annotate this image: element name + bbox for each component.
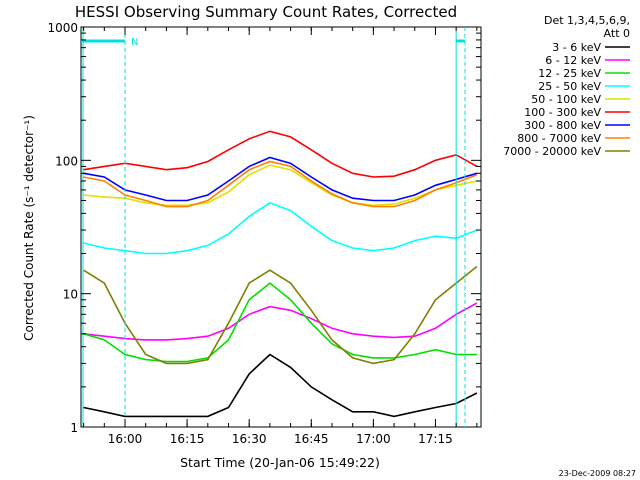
series-line-2 [83,302,478,341]
y-axis-label: Corrected Count Rate (s⁻¹ detector⁻¹) [22,115,36,341]
series-line-6 [83,130,478,178]
x-tick-label-3: 16:30 [232,432,267,446]
legend-label-4: 25 - 50 keV [538,80,601,93]
plot-frame [80,26,482,428]
series-line-8 [83,160,478,208]
legend-label-5: 50 - 100 keV [531,93,601,106]
legend-header-line-2: Att 0 [604,27,630,40]
y-tick-label-4: 1000 [47,21,78,35]
footer-date: 23-Dec-2009 08:27 [559,469,636,478]
legend-label-9: 7000 - 20000 keV [503,145,601,158]
chart-title: HESSI Observing Summary Count Rates, Cor… [75,3,457,21]
legend-label-3: 12 - 25 keV [538,67,601,80]
series-line-7 [83,156,478,202]
x-tick-label-1: 16:00 [108,432,143,446]
series-line-4 [83,201,478,255]
legend-label-2: 6 - 12 keV [545,54,601,67]
legend-label-7: 300 - 800 keV [524,119,601,132]
legend-label-8: 800 - 7000 keV [517,132,601,145]
x-axis-label: Start Time (20-Jan-06 15:49:22) [180,455,380,470]
saa-marker-label: N [131,37,138,48]
series-line-1 [83,353,478,418]
x-tick-label-5: 17:00 [356,432,391,446]
legend-header-line-1: Det 1,3,4,5,6,9, [544,14,630,27]
x-tick-label-4: 16:45 [294,432,329,446]
y-tick-label-1: 1 [70,421,78,435]
legend-label-6: 100 - 300 keV [524,106,601,119]
series-layer [83,130,478,418]
series-line-9 [83,265,478,365]
x-tick-label-2: 16:15 [170,432,205,446]
y-tick-label-3: 100 [55,154,78,168]
y-tick-label-2: 10 [63,288,78,302]
legend-label-1: 3 - 6 keV [552,41,601,54]
x-tick-label-6: 17:15 [418,432,453,446]
series-line-5 [83,164,478,207]
axis-ticks: 16:00 16:15 16:30 16:45 17:00 17:15 1 10 100 1000 [47,21,481,446]
marker-layer [81,27,466,427]
series-line-3 [83,282,477,363]
